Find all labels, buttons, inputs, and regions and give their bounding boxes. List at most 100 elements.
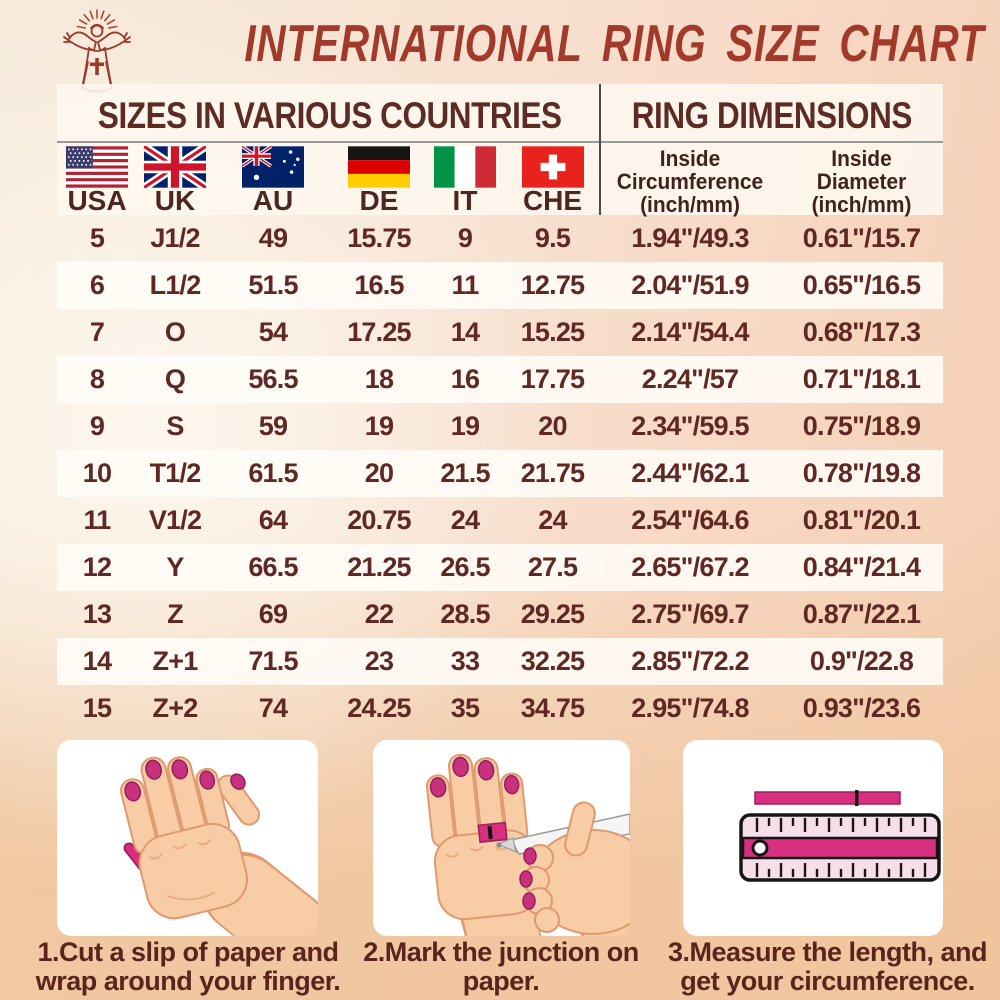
cell-diameter: 0.68"/17.3	[802, 317, 921, 347]
cell-it: 33	[450, 646, 480, 676]
jesus-logo-icon	[63, 9, 131, 93]
cell-uk: J1/2	[150, 223, 200, 253]
cell-che: 24	[538, 505, 567, 535]
table-row: 9 S 59 19 19 20 2.34"/59.5 0.75"/18.9	[57, 403, 943, 450]
table-row: 6 L1/2 51.5 16.5 11 12.75 2.04"/51.9 0.6…	[57, 262, 943, 309]
cell-che: 27.5	[527, 552, 578, 582]
table-row: 15 Z+2 74 24.25 35 34.75 2.95"/74.8 0.93…	[57, 685, 943, 732]
table-row: 13 Z 69 22 28.5 29.25 2.75"/69.7 0.87"/2…	[57, 591, 943, 638]
cell-circumference: 2.34"/59.5	[631, 411, 749, 441]
cell-che: 17.75	[520, 364, 585, 394]
cell-circumference: 2.14"/54.4	[631, 317, 749, 347]
cell-de: 15.75	[347, 223, 411, 253]
ruler-measuring-strip-illustration	[739, 790, 941, 882]
column-headers: USA UK	[57, 146, 943, 217]
cell-usa: 9	[89, 411, 105, 441]
cell-usa: 11	[83, 505, 112, 535]
cell-it: 16	[450, 364, 480, 394]
cell-usa: 15	[82, 693, 112, 723]
cell-circumference: 2.54"/64.6	[631, 505, 749, 535]
cell-che: 21.75	[520, 458, 585, 488]
cell-de: 18	[364, 364, 394, 394]
cell-usa: 13	[82, 599, 112, 629]
cell-it: 26.5	[440, 552, 490, 582]
table-row: 7 O 54 17.25 14 15.25 2.14"/54.4 0.68"/1…	[57, 309, 943, 356]
section-title-dimensions: RING DIMENSIONS	[631, 95, 912, 136]
instruction-panel-1	[57, 740, 318, 936]
cell-uk: Z	[167, 599, 184, 629]
cell-che: 20	[538, 411, 567, 441]
cell-usa: 6	[89, 270, 105, 300]
cell-circumference: 2.24"/57	[641, 364, 739, 394]
cell-au: 56.5	[248, 364, 298, 394]
cell-usa: 5	[89, 223, 105, 253]
cell-de: 20	[364, 458, 394, 488]
table-row: 11 V1/2 64 20.75 24 24 2.54"/64.6 0.81"/…	[57, 497, 943, 544]
cell-che: 12.75	[520, 270, 585, 300]
cell-uk: Q	[164, 364, 186, 394]
cell-de: 23	[364, 646, 394, 676]
table-row: 12 Y 66.5 21.25 26.5 27.5 2.65"/67.2 0.8…	[57, 544, 943, 591]
cell-circumference: 2.85"/72.2	[631, 646, 749, 676]
cell-usa: 14	[82, 646, 112, 676]
usa-flag-icon	[66, 146, 128, 188]
cell-it: 24	[450, 505, 480, 535]
cell-diameter: 0.87"/22.1	[802, 599, 921, 629]
cell-diameter: 0.78"/19.8	[802, 458, 921, 488]
cell-circumference: 1.94"/49.3	[631, 223, 749, 253]
cell-au: 49	[258, 223, 288, 253]
header-vertical-divider	[599, 84, 601, 215]
section-title-countries: SIZES IN VARIOUS COUNTRIES	[97, 95, 562, 136]
cell-it: 9	[457, 223, 473, 253]
instruction-caption-3: 3.Measure the length, and get your circu…	[667, 937, 988, 996]
hand-with-paper-slip-illustration	[119, 756, 318, 936]
cell-uk: S	[166, 411, 184, 441]
cell-de: 20.75	[347, 505, 411, 535]
cell-diameter: 0.71"/18.1	[802, 364, 921, 394]
cell-diameter: 0.84"/21.4	[802, 552, 921, 582]
cell-che: 29.25	[520, 599, 585, 629]
table-row: 5 J1/2 49 15.75 9 9.5 1.94"/49.3 0.61"/1…	[57, 215, 943, 262]
column-header-au: AU	[213, 146, 333, 216]
cell-uk: Y	[166, 552, 184, 582]
cell-de: 21.25	[347, 552, 411, 582]
cell-au: 54	[258, 317, 288, 347]
cell-che: 32.25	[520, 646, 585, 676]
cell-diameter: 0.75"/18.9	[802, 411, 921, 441]
header: INTERNATIONAL RING SIZE CHART	[140, 14, 983, 78]
cell-diameter: 0.93"/23.6	[802, 693, 921, 723]
cell-au: 66.5	[248, 552, 298, 582]
instruction-panel-3	[683, 740, 943, 936]
cell-it: 14	[450, 317, 480, 347]
cell-uk: O	[164, 317, 186, 347]
column-header-it: IT	[425, 146, 505, 216]
australia-flag-icon	[242, 146, 304, 188]
cell-diameter: 0.65"/16.5	[802, 270, 921, 300]
cell-uk: L1/2	[149, 270, 202, 300]
cell-uk: Z+1	[152, 646, 199, 676]
cell-au: 61.5	[248, 458, 298, 488]
instruction-caption-2: 2.Mark the junction on paper.	[363, 937, 639, 996]
cell-circumference: 2.04"/51.9	[631, 270, 749, 300]
column-header-diameter: Inside Diameter (inch/mm)	[811, 146, 912, 217]
cell-circumference: 2.95"/74.8	[631, 693, 749, 723]
cell-uk: T1/2	[149, 458, 202, 488]
cell-de: 17.25	[347, 317, 411, 347]
cell-it: 35	[450, 693, 480, 723]
cell-circumference: 2.65"/67.2	[631, 552, 749, 582]
cell-it: 19	[450, 411, 480, 441]
cell-au: 71.5	[248, 646, 298, 676]
cell-de: 16.5	[354, 270, 404, 300]
page-title: INTERNATIONAL RING SIZE CHART	[244, 15, 985, 73]
size-table-rows: 5 J1/2 49 15.75 9 9.5 1.94"/49.3 0.61"/1…	[57, 215, 943, 732]
cell-usa: 10	[82, 458, 112, 488]
cell-circumference: 2.75"/69.7	[631, 599, 749, 629]
cell-usa: 8	[89, 364, 105, 394]
cell-au: 59	[258, 411, 288, 441]
cell-it: 21.5	[440, 458, 490, 488]
table-row: 10 T1/2 61.5 20 21.5 21.75 2.44"/62.1 0.…	[57, 450, 943, 497]
table-row: 8 Q 56.5 18 16 17.75 2.24"/57 0.71"/18.1	[57, 356, 943, 403]
column-header-uk: UK	[137, 146, 213, 216]
table-header: SIZES IN VARIOUS COUNTRIES RING DIMENSIO…	[57, 84, 943, 217]
